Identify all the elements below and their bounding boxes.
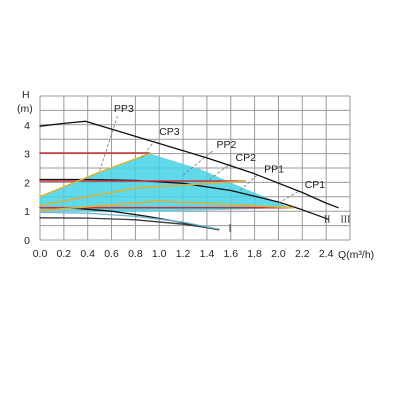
x-tick-label: 0.0 (33, 248, 48, 260)
series-line-pp2 (39, 180, 246, 207)
y-axis-label: H (22, 89, 30, 101)
axis-labels: H (m) Q(m³/h) (17, 89, 374, 261)
x-tick-label: 0.6 (104, 248, 119, 260)
x-axis-label: Q(m³/h) (338, 249, 374, 261)
annotation-label-pp2: PP2 (216, 139, 236, 151)
annotation-label-cp2: CP2 (236, 152, 257, 164)
series-lines (39, 120, 339, 231)
leader-pp2 (182, 150, 214, 176)
leader-pp3 (99, 116, 118, 172)
curve-label-i: I (228, 223, 231, 234)
x-tick-label: 1.6 (223, 248, 238, 260)
tick-labels: 0.0 0.2 0.4 0.6 0.8 1.0 1.2 1.4 1.6 1.8 2.0 2.2 2.4 0… (24, 120, 333, 260)
series-line-pp3 (39, 152, 151, 198)
x-tick-label: 2.0 (271, 248, 286, 260)
y-tick-label: 2 (24, 177, 30, 189)
leader-pp1 (240, 174, 258, 191)
x-tick-label: 0.8 (128, 248, 143, 260)
leader-cp1 (278, 190, 301, 204)
series-line-iii (39, 120, 339, 209)
annotation-label-pp3: PP3 (114, 103, 134, 115)
series-line-curve-4 (39, 211, 220, 230)
x-tick-label: 2.4 (319, 248, 334, 260)
curve-label-ii: II (324, 215, 331, 226)
series-line-pp1 (39, 200, 294, 212)
x-tick-label: 0.2 (57, 248, 72, 260)
x-tick-label: 1.0 (152, 248, 167, 260)
y-tick-label: 3 (24, 149, 30, 161)
leader-cp2 (209, 163, 232, 180)
series-line-curve-3 (39, 217, 220, 230)
x-tick-label: 2.2 (295, 248, 310, 260)
x-tick-label: 1.8 (247, 248, 262, 260)
y-tick-label: 1 (24, 206, 30, 218)
x-tick-label: 1.2 (176, 248, 191, 260)
y-axis-unit: (m) (17, 103, 33, 115)
x-tick-label: 1.4 (200, 248, 215, 260)
annotation-label-pp1: PP1 (264, 163, 284, 175)
curve-label-iii: III (340, 215, 350, 226)
annotation-label-cp3: CP3 (159, 126, 180, 138)
y-tick-label: 0 (24, 235, 30, 247)
annotation-label-cp1: CP1 (305, 179, 326, 191)
y-tick-label: 4 (24, 120, 30, 132)
leader-cp3 (141, 137, 158, 159)
series-line-ii (39, 178, 330, 220)
x-tick-label: 0.4 (80, 248, 95, 260)
